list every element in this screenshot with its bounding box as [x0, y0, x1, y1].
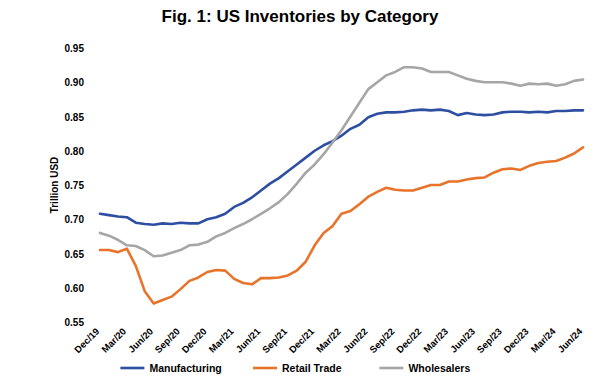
plot-area [100, 67, 583, 303]
legend-swatch [120, 367, 144, 370]
legend-label: Wholesalers [408, 362, 470, 374]
x-tick-label: Jun/22 [341, 326, 370, 355]
x-tick-label: Jun/20 [126, 326, 155, 355]
legend-label: Retail Trade [282, 362, 342, 374]
x-tick-label: Dec/19 [72, 326, 101, 355]
x-tick-label: Sep/21 [260, 325, 290, 355]
y-tick-label: 0.65 [65, 249, 85, 260]
series-line [100, 110, 583, 225]
x-tick-label: Mar/21 [207, 325, 237, 355]
y-tick-label: 0.95 [65, 43, 85, 54]
legend-label: Manufacturing [149, 362, 221, 374]
x-tick-label: Dec/21 [287, 325, 317, 355]
y-tick-label: 0.55 [65, 317, 85, 328]
title: Fig. 1: US Inventories by Category [162, 7, 439, 26]
chart: Fig. 1: US Inventories by Category Trilli… [0, 0, 600, 382]
x-tick-label: Jun/23 [448, 326, 477, 355]
x-tick-label: Dec/20 [179, 326, 208, 355]
y-tick-label: 0.85 [65, 112, 85, 123]
x-tick-label: Mar/24 [529, 325, 559, 355]
legend-swatch [379, 367, 403, 370]
y-tick-label: 0.75 [65, 180, 85, 191]
y-tick-label: 0.70 [65, 214, 85, 225]
x-tick-label: Jun/24 [555, 325, 585, 355]
series-line [100, 147, 583, 303]
x-tick-label: Mar/20 [99, 326, 128, 355]
x-tick-label: Sep/22 [367, 326, 396, 355]
legend-swatch [253, 367, 277, 370]
x-tick-label: Dec/22 [394, 326, 423, 355]
y-tick-label: 0.60 [65, 283, 85, 294]
series-line [100, 67, 583, 256]
x-tick-label: Mar/23 [421, 326, 450, 355]
x-tick-label: Mar/22 [314, 326, 343, 355]
x-tick-label: Jun/21 [233, 325, 263, 355]
legend: Manufacturing Retail Trade Wholesalers [120, 362, 470, 374]
x-tick-label: Sep/20 [152, 326, 181, 355]
x-tick-label: Dec/23 [501, 326, 530, 355]
y-tick-label: 0.80 [65, 146, 85, 157]
x-tick-label: Sep/23 [474, 326, 503, 355]
y-axis-label: Trillion USD [49, 157, 60, 214]
y-tick-label: 0.90 [65, 77, 85, 88]
